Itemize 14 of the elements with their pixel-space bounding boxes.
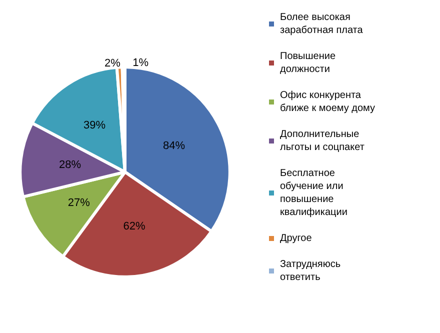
data-label: 28% (58, 159, 82, 172)
legend-label: Бесплатное обучение или повышение квалификации (280, 168, 348, 218)
data-label: 62% (123, 220, 146, 233)
data-label: 27% (68, 196, 90, 209)
data-label: 84% (163, 140, 186, 152)
legend-label: Затрудняюсь ответить (280, 259, 344, 283)
data-label: 2% (104, 57, 121, 70)
legend-label: Дополнительные льготы и соцпакет (280, 129, 365, 153)
data-label: 39% (84, 120, 106, 132)
legend-label: Более высокая заработная плата (280, 12, 364, 36)
legend-label: Повышение должности (280, 51, 342, 75)
legend-label: Офис конкурента ближе к моему дому (280, 90, 376, 114)
legend-label: Другое (280, 233, 312, 244)
data-label: 1% (132, 57, 149, 70)
